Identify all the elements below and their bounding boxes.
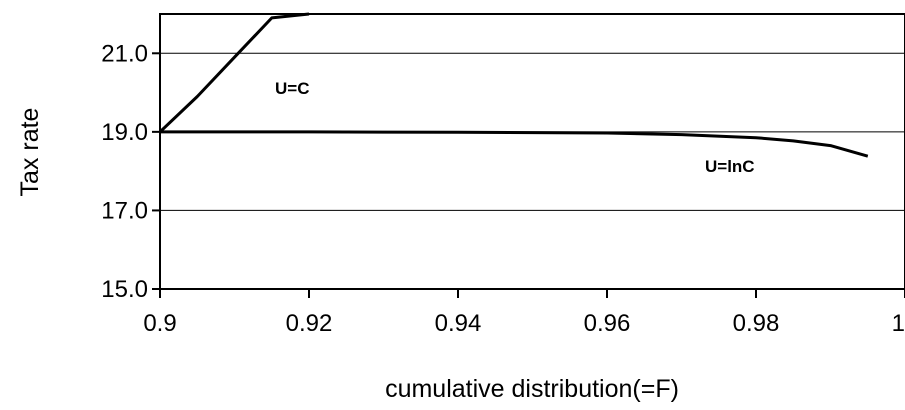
x-tick-label: 0.98 bbox=[733, 310, 780, 337]
x-tick-label: 0.94 bbox=[435, 310, 482, 337]
y-tick-label: 19.0 bbox=[101, 119, 148, 146]
y-tick-label: 21.0 bbox=[101, 40, 148, 67]
x-tick-label: 0.92 bbox=[286, 310, 333, 337]
x-tick-label: 0.96 bbox=[584, 310, 631, 337]
x-tick-label: 0.9 bbox=[143, 310, 176, 337]
x-axis-title: cumulative distribution(=F) bbox=[385, 375, 679, 403]
annotation-u-c: U=C bbox=[275, 79, 309, 98]
y-axis-title: Tax rate bbox=[16, 108, 44, 197]
plot-area-frame bbox=[159, 13, 905, 290]
gridlines bbox=[160, 52, 905, 290]
y-axis: 15.0 17.0 19.0 21.0 bbox=[101, 40, 160, 303]
series-line-u-lnc bbox=[160, 130, 869, 158]
annotation-u-lnc: U=lnC bbox=[705, 157, 755, 176]
y-tick-label: 17.0 bbox=[101, 197, 148, 224]
y-tick-label: 15.0 bbox=[101, 276, 148, 303]
x-axis: 0.9 0.92 0.94 0.96 0.98 1 bbox=[143, 289, 905, 337]
series-line-u-c bbox=[158, 12, 310, 133]
x-tick-label: 1 bbox=[892, 310, 905, 337]
series-lines bbox=[158, 12, 869, 158]
